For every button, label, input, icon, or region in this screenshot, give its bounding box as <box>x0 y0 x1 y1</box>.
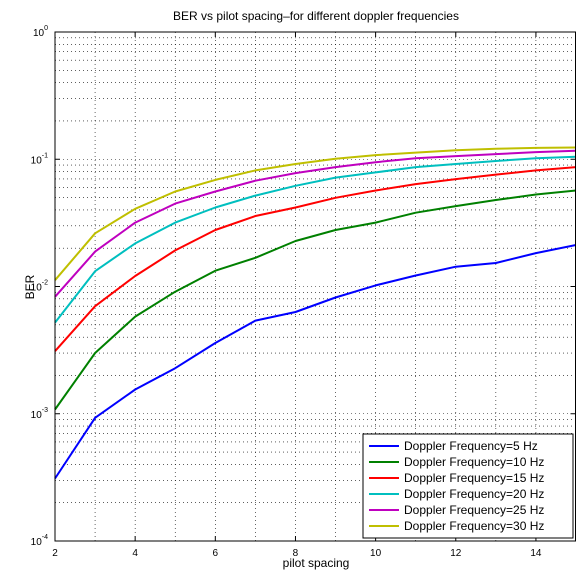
x-axis-label: pilot spacing <box>283 556 350 570</box>
axis-ticks: 2 4 6 8 10 12 14 10-4 10-3 10-2 10-1 100 <box>31 25 576 559</box>
grid-lines <box>54 32 576 542</box>
legend-box <box>362 433 574 539</box>
series-lines <box>54 146 576 480</box>
legend-label: Doppler Frequency=10 Hz <box>404 455 544 469</box>
series-line <box>54 244 576 480</box>
legend-label: Doppler Frequency=5 Hz <box>404 439 538 453</box>
y-tick-label: 100 <box>33 25 48 39</box>
series-line <box>54 155 576 324</box>
x-tick-label: 10 <box>370 548 382 559</box>
y-tick-label: 10-2 <box>31 280 48 294</box>
series-line <box>54 189 576 411</box>
chart-title: BER vs pilot spacing–for different doppl… <box>173 9 459 23</box>
legend: Doppler Frequency=5 Hz Doppler Frequency=… <box>362 433 574 539</box>
series-line <box>54 166 576 352</box>
x-tick-label: 12 <box>450 548 462 559</box>
y-tick-label: 10-1 <box>31 152 48 166</box>
x-tick-label: 6 <box>213 548 219 559</box>
y-axis-label: BER <box>23 274 37 299</box>
legend-label: Doppler Frequency=25 Hz <box>404 503 544 517</box>
x-tick-label: 8 <box>293 548 299 559</box>
legend-label: Doppler Frequency=20 Hz <box>404 487 544 501</box>
series-line <box>54 146 576 281</box>
y-tick-label: 10-4 <box>31 534 48 548</box>
x-tick-label: 4 <box>132 548 138 559</box>
legend-label: Doppler Frequency=15 Hz <box>404 471 544 485</box>
y-tick-label: 10-3 <box>31 407 48 421</box>
legend-label: Doppler Frequency=30 Hz <box>404 519 544 533</box>
x-tick-label: 14 <box>530 548 542 559</box>
x-tick-label: 2 <box>52 548 58 559</box>
series-line <box>54 149 576 298</box>
